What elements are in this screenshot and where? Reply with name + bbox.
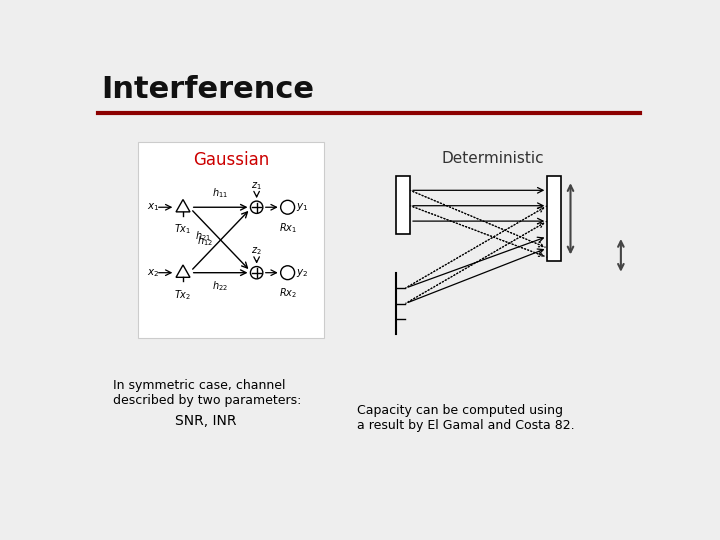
Text: $y_1$: $y_1$: [296, 201, 309, 213]
Text: $Rx_1$: $Rx_1$: [279, 221, 297, 235]
Text: In symmetric case, channel
described by two parameters:: In symmetric case, channel described by …: [113, 379, 302, 407]
Circle shape: [281, 266, 294, 280]
Text: Gaussian: Gaussian: [193, 151, 269, 169]
Text: Capacity can be computed using
a result by El Gamal and Costa 82.: Capacity can be computed using a result …: [357, 403, 575, 431]
Text: $h_{11}$: $h_{11}$: [212, 186, 228, 200]
Text: $Tx_1$: $Tx_1$: [174, 222, 192, 237]
Text: SNR, INR: SNR, INR: [175, 414, 237, 428]
Circle shape: [281, 200, 294, 214]
Text: $z_1$: $z_1$: [251, 180, 262, 192]
Circle shape: [251, 267, 263, 279]
Text: $Rx_2$: $Rx_2$: [279, 287, 297, 300]
Text: Deterministic: Deterministic: [441, 151, 544, 166]
Text: $h_{21}$: $h_{21}$: [194, 230, 211, 244]
Text: $z_2$: $z_2$: [251, 246, 262, 257]
Bar: [138, 142, 324, 338]
Text: $y_2$: $y_2$: [296, 267, 308, 279]
Circle shape: [251, 201, 263, 213]
Bar: [547, 177, 561, 261]
Text: Interference: Interference: [101, 75, 314, 104]
Text: $x_2$: $x_2$: [147, 267, 159, 279]
Text: $h_{22}$: $h_{22}$: [212, 280, 228, 293]
Text: $h_{12}$: $h_{12}$: [197, 234, 213, 248]
Text: $x_1$: $x_1$: [147, 201, 159, 213]
Text: $Tx_2$: $Tx_2$: [174, 288, 192, 302]
Bar: [396, 177, 410, 234]
